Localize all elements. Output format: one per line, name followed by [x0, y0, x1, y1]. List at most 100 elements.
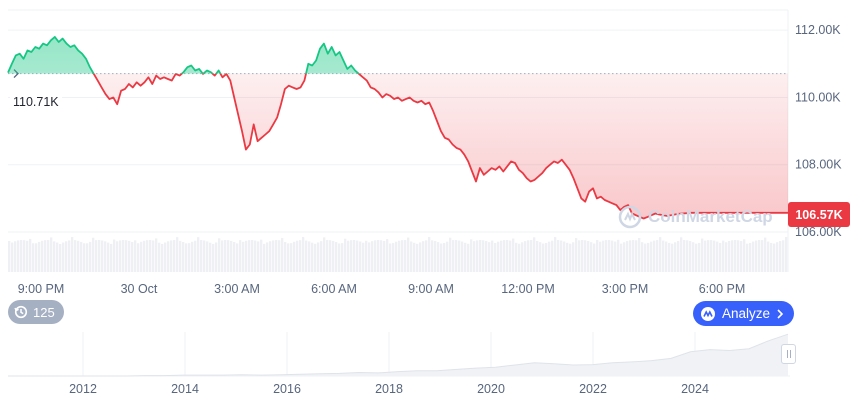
volume-bar: [200, 240, 203, 272]
volume-bar: [605, 240, 608, 272]
volume-bar: [269, 241, 272, 272]
volume-bar: [665, 241, 668, 272]
volume-bar: [275, 240, 278, 272]
navigator-year-label: 2014: [171, 382, 199, 396]
volume-bar: [239, 240, 242, 272]
watermark-text: CoinMarketCap: [648, 207, 773, 226]
volume-bar: [644, 243, 647, 272]
volume-bar: [749, 242, 752, 272]
volume-bar: [533, 237, 536, 272]
volume-bar: [41, 240, 44, 272]
volume-bar: [68, 240, 71, 272]
current-price-badge: 106.57K: [788, 202, 850, 227]
y-tick-label: 112.00K: [795, 23, 841, 37]
volume-bar: [443, 243, 446, 272]
volume-bar: [626, 241, 629, 272]
volume-bar: [254, 240, 257, 272]
volume-bar: [758, 240, 761, 272]
volume-bar: [128, 240, 131, 272]
navigator-drag-handle[interactable]: [781, 344, 796, 364]
volume-bar: [179, 240, 182, 272]
volume-bar: [455, 240, 458, 272]
x-tick-label: 3:00 AM: [214, 282, 260, 296]
volume-bar: [548, 241, 551, 272]
volume-bar: [248, 240, 251, 272]
volume-bar: [83, 243, 86, 272]
navigator-year-label: 2020: [477, 382, 505, 396]
volume-bar: [383, 240, 386, 272]
x-tick-label: 6:00 PM: [699, 282, 746, 296]
volume-bar: [530, 240, 533, 272]
volume-bar: [317, 242, 320, 272]
x-tick-label: 3:00 PM: [602, 282, 649, 296]
volume-bar: [8, 241, 11, 272]
coinmarketcap-logo-icon: [701, 306, 715, 321]
volume-bar: [311, 242, 314, 272]
navigator-year-label: 2012: [69, 382, 97, 396]
volume-bar: [770, 242, 773, 272]
volume-bar: [683, 240, 686, 272]
volume-bar: [728, 241, 731, 272]
volume-bar: [632, 240, 635, 272]
volume-bar: [731, 240, 734, 272]
volume-bar: [263, 243, 266, 272]
history-button[interactable]: 125: [8, 300, 64, 324]
volume-bar: [227, 240, 230, 272]
volume-bar: [413, 242, 416, 272]
volume-bar: [707, 240, 710, 272]
volume-bar: [569, 243, 572, 272]
volume-bar: [191, 241, 194, 272]
volume-bar: [764, 237, 767, 272]
volume-bar: [542, 243, 545, 272]
volume-bar: [53, 241, 56, 272]
volume-bar: [782, 240, 785, 272]
history-icon: [14, 305, 28, 319]
volume-bar: [662, 240, 665, 272]
volume-bar: [497, 241, 500, 272]
volume-bar: [638, 238, 641, 272]
volume-bar: [725, 242, 728, 272]
volume-bar: [431, 240, 434, 272]
volume-bar: [527, 240, 530, 272]
volume-bar: [11, 242, 14, 272]
volume-bar: [152, 240, 155, 272]
volume-bar: [50, 237, 53, 272]
volume-bar: [692, 242, 695, 272]
volume-bar: [173, 240, 176, 272]
volume-bar: [440, 243, 443, 272]
volume-bar: [509, 240, 512, 272]
volume-bar: [89, 241, 92, 272]
volume-bar: [32, 243, 35, 272]
volume-bar: [329, 240, 332, 272]
volume-bar: [524, 241, 527, 272]
volume-bar: [596, 239, 599, 272]
volume-bar: [713, 240, 716, 272]
volume-bar: [203, 240, 206, 272]
volume-bar: [272, 240, 275, 272]
volume-bar: [470, 239, 473, 272]
volume-bar: [419, 242, 422, 272]
volume-bar: [332, 240, 335, 272]
y-tick-label: 106.00K: [795, 225, 842, 239]
volume-bar: [197, 237, 200, 272]
volume-bar: [602, 240, 605, 272]
volume-bar: [260, 239, 263, 272]
volume-bar: [290, 243, 293, 272]
volume-bar: [134, 240, 137, 272]
price-line-down: [92, 73, 788, 220]
volume-bar: [371, 241, 374, 272]
volume-bar: [236, 243, 239, 272]
volume-bar: [65, 241, 68, 272]
volume-bar: [452, 240, 455, 272]
volume-bar: [701, 238, 704, 272]
volume-bar: [323, 237, 326, 272]
volume-bar: [620, 243, 623, 272]
volume-bar: [107, 242, 110, 272]
volume-bar: [305, 240, 308, 272]
analyze-button[interactable]: Analyze: [693, 301, 795, 326]
volume-bar: [377, 240, 380, 272]
volume-bar: [242, 241, 245, 272]
volume-bar: [680, 237, 683, 272]
volume-bar: [557, 240, 560, 272]
